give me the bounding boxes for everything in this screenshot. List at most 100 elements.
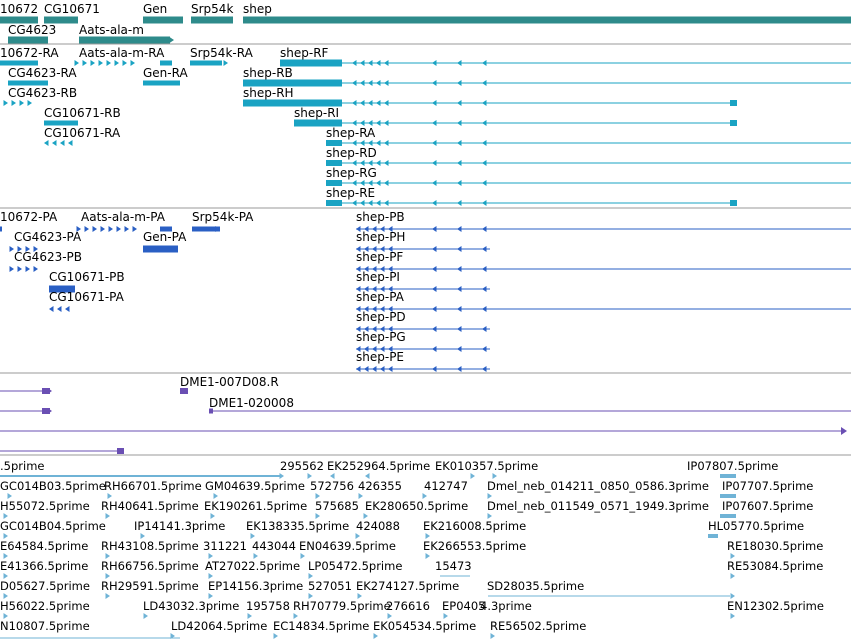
protein-label[interactable]: shep-PD bbox=[356, 310, 406, 324]
est-label[interactable]: Dmel_neb_014211_0850_0586.3prime bbox=[487, 479, 709, 493]
transcript-label[interactable]: shep-RB bbox=[243, 66, 293, 80]
est-label[interactable]: GC014B03.5prime bbox=[0, 479, 106, 493]
probe-label[interactable]: DME1-007D08.R bbox=[180, 375, 279, 389]
est-label[interactable]: RE53084.5prime bbox=[727, 559, 824, 573]
est-label[interactable]: RH43108.5prime bbox=[101, 539, 199, 553]
transcript-label[interactable]: CG4623-RA bbox=[8, 66, 77, 80]
est-label[interactable]: 195758 bbox=[246, 599, 290, 613]
est-label[interactable]: .5prime bbox=[0, 459, 45, 473]
est-label[interactable]: IP07707.5prime bbox=[722, 479, 814, 493]
protein-label[interactable]: CG4623-PA bbox=[14, 230, 82, 244]
est-label[interactable]: 426355 bbox=[358, 479, 402, 493]
transcript-label[interactable]: CG10671-RA bbox=[44, 126, 121, 140]
transcript-label[interactable]: shep-RD bbox=[326, 146, 377, 160]
transcript-label[interactable]: shep-RF bbox=[280, 46, 329, 60]
est-label[interactable]: 527051 bbox=[308, 579, 352, 593]
est-label[interactable]: 311221 bbox=[203, 539, 247, 553]
est-label[interactable]: RH70779.5prime bbox=[293, 599, 391, 613]
gene-label[interactable]: CG10671 bbox=[44, 2, 100, 16]
protein-label[interactable]: Gen-PA bbox=[143, 230, 187, 244]
est-label[interactable]: 575685 bbox=[315, 499, 359, 513]
est-label[interactable]: LD42064.5prime bbox=[171, 619, 268, 633]
est-label[interactable]: EN04639.5prime bbox=[299, 539, 396, 553]
protein-label[interactable]: Srp54k-PA bbox=[192, 210, 254, 224]
est-label[interactable]: RH40641.5prime bbox=[101, 499, 199, 513]
est-label[interactable]: RH66756.5prime bbox=[101, 559, 199, 573]
est-label[interactable]: RE18030.5prime bbox=[727, 539, 824, 553]
gene-label[interactable]: Srp54k bbox=[191, 2, 234, 16]
est-label[interactable]: IP07807.5prime bbox=[687, 459, 779, 473]
transcript-label[interactable]: Aats-ala-m-RA bbox=[79, 46, 165, 60]
est-label[interactable]: 572756 bbox=[310, 479, 354, 493]
est-label[interactable]: H55072.5prime bbox=[0, 499, 90, 513]
est-label[interactable]: AT27022.5prime bbox=[205, 559, 301, 573]
est-label[interactable]: HL05770.5prime bbox=[708, 519, 805, 533]
transcript-label[interactable]: CG10671-RB bbox=[44, 106, 121, 120]
est-label[interactable]: LD43032.3prime bbox=[143, 599, 240, 613]
est-label[interactable]: EK266553.5prime bbox=[423, 539, 527, 553]
protein-label[interactable]: CG10671-PA bbox=[49, 290, 124, 304]
gene-label[interactable]: CG4623 bbox=[8, 23, 57, 37]
transcript-label[interactable]: Gen-RA bbox=[143, 66, 188, 80]
est-label[interactable]: IP14141.3prime bbox=[134, 519, 226, 533]
transcript-label[interactable]: CG4623-RB bbox=[8, 86, 78, 100]
protein-label[interactable]: 10672-PA bbox=[0, 210, 58, 224]
protein-label[interactable]: shep-PG bbox=[356, 330, 406, 344]
strand-arrow bbox=[425, 533, 430, 539]
transcript-label[interactable]: shep-RA bbox=[326, 126, 376, 140]
protein-label[interactable]: CG4623-PB bbox=[14, 250, 83, 264]
gene-label[interactable]: 10672 bbox=[0, 2, 39, 16]
est-label[interactable]: 443044 bbox=[252, 539, 296, 553]
est-label[interactable]: E64584.5prime bbox=[0, 539, 89, 553]
est-label[interactable]: N10807.5prime bbox=[0, 619, 90, 633]
protein-label[interactable]: shep-PB bbox=[356, 210, 405, 224]
est-label[interactable]: D05627.5prime bbox=[0, 579, 90, 593]
est-label[interactable]: EK138335.5prime bbox=[246, 519, 350, 533]
est-label[interactable]: 276616 bbox=[386, 599, 430, 613]
est-label[interactable]: EN12302.5prime bbox=[727, 599, 824, 613]
est-label[interactable]: IP07607.5prime bbox=[722, 499, 814, 513]
est-label[interactable]: EK010357.5prime bbox=[435, 459, 539, 473]
transcript-label[interactable]: shep-RI bbox=[294, 106, 340, 120]
gene-label[interactable]: Gen bbox=[143, 2, 168, 16]
est-label[interactable]: GM04639.5prime bbox=[205, 479, 305, 493]
est-label[interactable]: EK190261.5prime bbox=[204, 499, 308, 513]
est-label[interactable]: GC014B04.5prime bbox=[0, 519, 106, 533]
est-label[interactable]: 4.3prime bbox=[480, 599, 532, 613]
protein-label[interactable]: shep-PH bbox=[356, 230, 406, 244]
est-label[interactable]: EC14834.5prime bbox=[273, 619, 370, 633]
protein-label[interactable]: shep-PE bbox=[356, 350, 405, 364]
gene-label[interactable]: Aats-ala-m bbox=[79, 23, 144, 37]
protein-label[interactable]: Aats-ala-m-PA bbox=[81, 210, 165, 224]
est-label[interactable]: EK216008.5prime bbox=[423, 519, 527, 533]
est-label[interactable]: EK054534.5prime bbox=[373, 619, 477, 633]
est-label[interactable]: SD28035.5prime bbox=[487, 579, 585, 593]
transcript-label[interactable]: 10672-RA bbox=[0, 46, 59, 60]
gene-label[interactable]: shep bbox=[243, 2, 272, 16]
est-label[interactable]: EK274127.5prime bbox=[356, 579, 460, 593]
transcript-label[interactable]: shep-RE bbox=[326, 186, 376, 200]
est-label[interactable]: 412747 bbox=[424, 479, 468, 493]
est-label[interactable]: RE56502.5prime bbox=[490, 619, 587, 633]
est-label[interactable]: 295562 bbox=[280, 459, 324, 473]
est-label[interactable]: E41366.5prime bbox=[0, 559, 89, 573]
est-label[interactable]: EP14156.3prime bbox=[208, 579, 304, 593]
transcript-label[interactable]: shep-RH bbox=[243, 86, 294, 100]
transcript-label[interactable]: shep-RG bbox=[326, 166, 377, 180]
est-label[interactable]: RH66701.5prime bbox=[104, 479, 202, 493]
probe-label[interactable]: DME1-020008 bbox=[209, 396, 294, 410]
est-label[interactable]: Dmel_neb_011549_0571_1949.3prime bbox=[487, 499, 709, 513]
protein-label[interactable]: shep-PA bbox=[356, 290, 404, 304]
est-label[interactable]: RH29591.5prime bbox=[101, 579, 199, 593]
est-label[interactable]: EK280650.5prime bbox=[365, 499, 469, 513]
est-label[interactable]: LP05472.5prime bbox=[308, 559, 403, 573]
transcript-label[interactable]: Srp54k-RA bbox=[190, 46, 253, 60]
est-label[interactable]: EK252964.5prime bbox=[327, 459, 431, 473]
protein-label[interactable]: CG10671-PB bbox=[49, 270, 125, 284]
est-label[interactable]: 15473 bbox=[435, 559, 472, 573]
est-label[interactable]: 424088 bbox=[356, 519, 400, 533]
protein-label[interactable]: shep-PI bbox=[356, 270, 400, 284]
est-label[interactable]: H56022.5prime bbox=[0, 599, 90, 613]
protein-label[interactable]: shep-PF bbox=[356, 250, 404, 264]
est-label[interactable]: EP0405 bbox=[442, 599, 486, 613]
